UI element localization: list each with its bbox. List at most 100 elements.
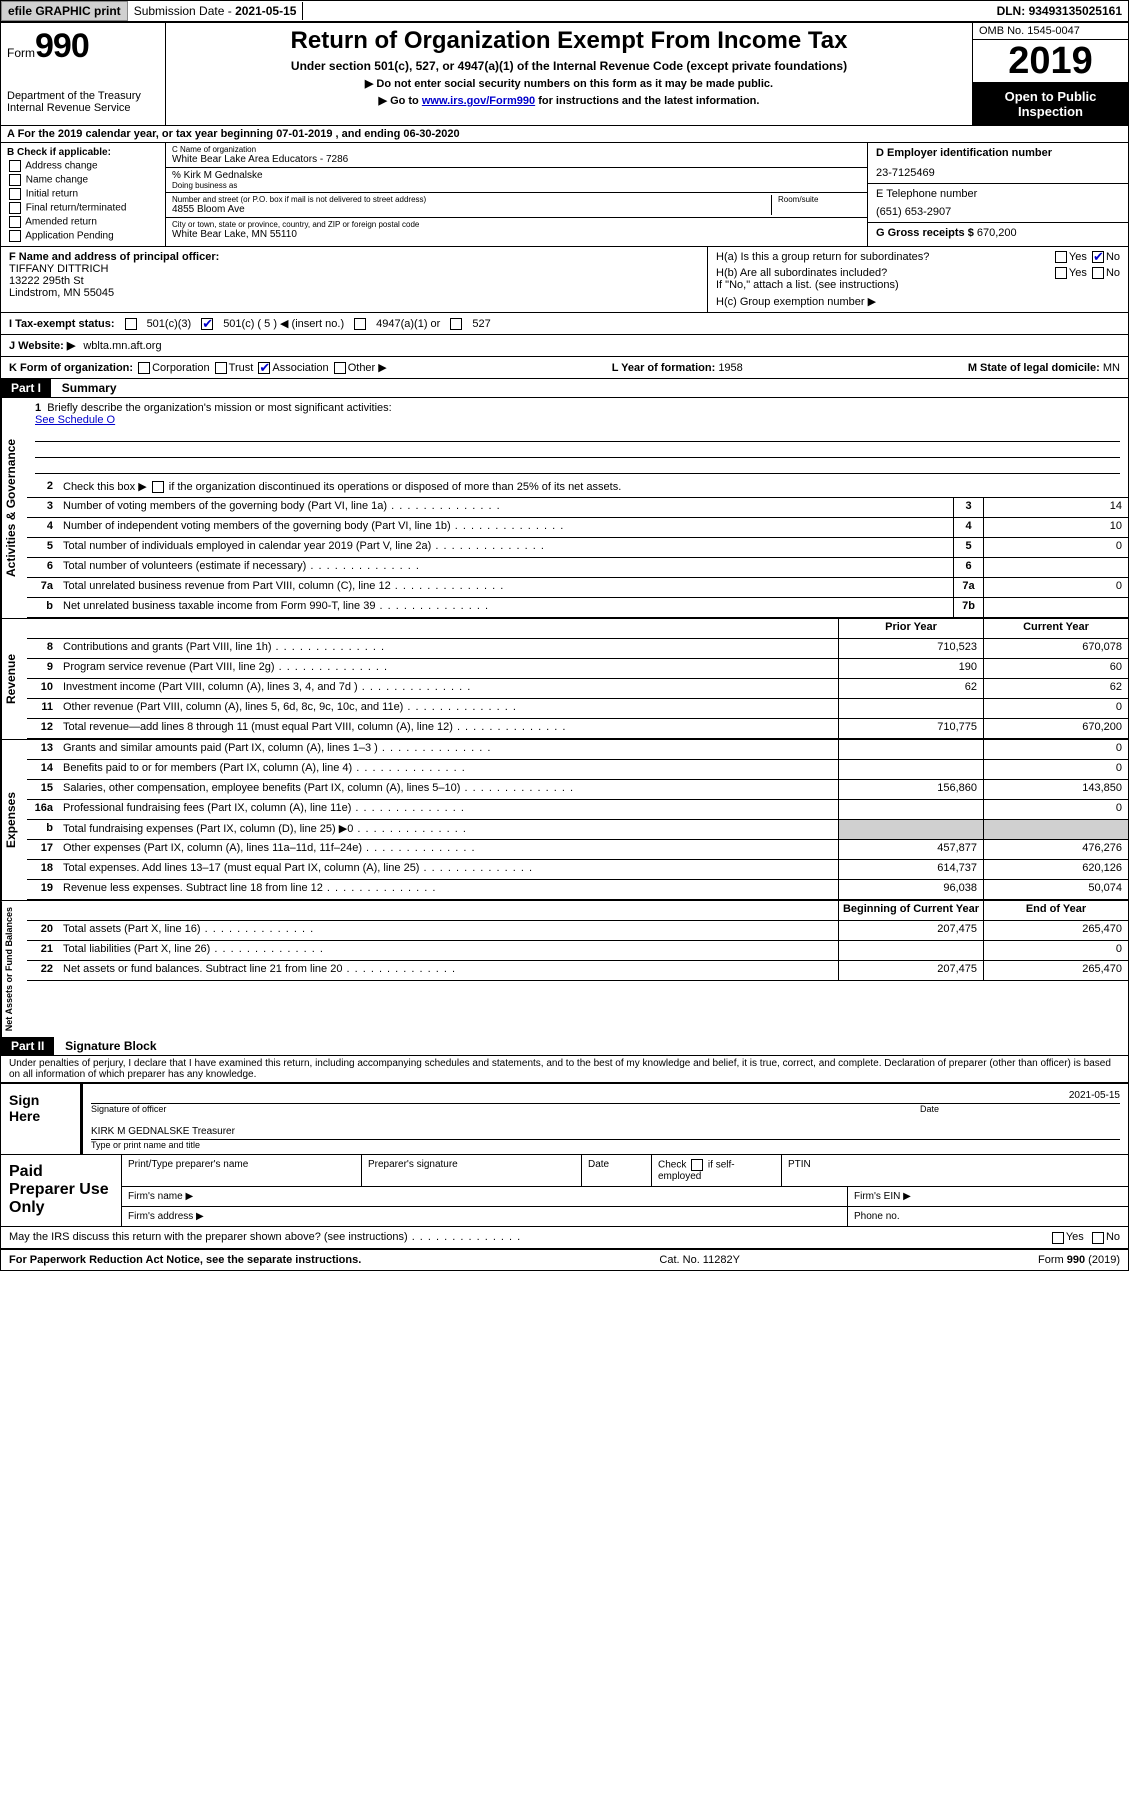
penalty-statement: Under penalties of perjury, I declare th… [1, 1056, 1128, 1082]
row-a-tax-year: A For the 2019 calendar year, or tax yea… [1, 126, 1128, 143]
501c3-checkbox[interactable] [125, 318, 137, 330]
omb-number: OMB No. 1545-0047 [973, 23, 1128, 40]
prep-selfemp-label: Check if self-employed [652, 1155, 782, 1186]
org-name-label: C Name of organization [172, 145, 861, 154]
ha-yes-checkbox[interactable] [1055, 251, 1067, 263]
line2-desc: Check this box ▶ if the organization dis… [57, 478, 1128, 497]
side-label-netassets: Net Assets or Fund Balances [1, 901, 27, 1037]
firm-name-label: Firm's name ▶ [122, 1187, 848, 1206]
dept-irs: Internal Revenue Service [7, 102, 159, 114]
state-domicile: MN [1103, 362, 1120, 374]
501c-checkbox[interactable] [201, 318, 213, 330]
part1-title: Summary [54, 379, 125, 397]
efile-print-button[interactable]: efile GRAPHIC print [1, 1, 128, 21]
org-name: White Bear Lake Area Educators - 7286 [172, 154, 861, 165]
col-b-checkboxes: B Check if applicable: Address change Na… [1, 143, 166, 246]
discuss-no-checkbox[interactable] [1092, 1232, 1104, 1244]
officer-name: TIFFANY DITTRICH [9, 263, 699, 275]
assoc-checkbox[interactable] [258, 362, 270, 374]
room-label: Room/suite [778, 195, 861, 204]
officer-label: F Name and address of principal officer: [9, 251, 699, 263]
prep-sig-label: Preparer's signature [362, 1155, 582, 1186]
open-inspection-badge: Open to Public Inspection [973, 83, 1128, 125]
part2-header: Part II [1, 1037, 54, 1055]
other-checkbox[interactable] [334, 362, 346, 374]
gross-receipts: 670,200 [977, 227, 1017, 239]
address-change-checkbox[interactable] [9, 160, 21, 172]
instructions-link-line: ▶ Go to www.irs.gov/Form990 for instruct… [174, 94, 964, 107]
care-of: % Kirk M Gednalske [172, 170, 861, 181]
website-value: wblta.mn.aft.org [83, 340, 161, 352]
form-footer: Form 990 (2019) [1038, 1254, 1120, 1266]
instructions-link[interactable]: www.irs.gov/Form990 [422, 95, 535, 107]
top-bar: efile GRAPHIC print Submission Date - 20… [0, 0, 1129, 22]
ein: 23-7125469 [876, 167, 1120, 179]
side-label-expenses: Expenses [1, 740, 27, 900]
firm-addr-label: Firm's address ▶ [122, 1207, 848, 1226]
year-formation: 1958 [718, 362, 742, 374]
city-label: City or town, state or province, country… [172, 220, 861, 229]
form-title: Return of Organization Exempt From Incom… [174, 27, 964, 55]
paperwork-notice: For Paperwork Reduction Act Notice, see … [9, 1254, 361, 1266]
hb-no-checkbox[interactable] [1092, 267, 1104, 279]
form-subtitle: Under section 501(c), 527, or 4947(a)(1)… [174, 59, 964, 73]
side-label-revenue: Revenue [1, 619, 27, 739]
begin-year-header: Beginning of Current Year [838, 901, 983, 920]
ptin-label: PTIN [782, 1155, 1128, 1186]
self-employed-checkbox[interactable] [691, 1159, 703, 1171]
ha-no-checkbox[interactable] [1092, 251, 1104, 263]
paid-preparer-label: Paid Preparer Use Only [1, 1155, 121, 1226]
initial-return-checkbox[interactable] [9, 188, 21, 200]
dept-treasury: Department of the Treasury [7, 90, 159, 102]
website-label: J Website: ▶ [9, 339, 75, 352]
mission-label: Briefly describe the organization's miss… [47, 402, 391, 414]
dln: DLN: 93493135025161 [991, 2, 1128, 20]
schedule-o-link[interactable]: See Schedule O [35, 414, 115, 426]
firm-ein-label: Firm's EIN ▶ [848, 1187, 1128, 1206]
phone-label: E Telephone number [876, 188, 1120, 200]
part1-header: Part I [1, 379, 51, 397]
part2-title: Signature Block [57, 1037, 164, 1055]
end-year-header: End of Year [983, 901, 1128, 920]
form-number: Form990 [7, 27, 159, 66]
address-label: Number and street (or P.O. box if mail i… [172, 195, 771, 204]
tax-status-label: I Tax-exempt status: [9, 318, 115, 330]
sig-officer-label: Signature of officer [91, 1104, 920, 1114]
hb-yes-checkbox[interactable] [1055, 267, 1067, 279]
submission-date: Submission Date - 2021-05-15 [128, 2, 304, 20]
final-return-checkbox[interactable] [9, 202, 21, 214]
officer-addr2: Lindstrom, MN 55045 [9, 287, 699, 299]
prep-date-label: Date [582, 1155, 652, 1186]
application-pending-checkbox[interactable] [9, 230, 21, 242]
form-990: Form990 Department of the Treasury Inter… [0, 22, 1129, 1271]
527-checkbox[interactable] [450, 318, 462, 330]
city-state-zip: White Bear Lake, MN 55110 [172, 229, 861, 240]
type-name-label: Type or print name and title [91, 1140, 1120, 1150]
side-label-governance: Activities & Governance [1, 398, 27, 618]
prior-year-header: Prior Year [838, 619, 983, 638]
sig-date-label: Date [920, 1104, 1120, 1114]
hc-label: H(c) Group exemption number ▶ [716, 295, 1120, 308]
discuss-yes-checkbox[interactable] [1052, 1232, 1064, 1244]
corp-checkbox[interactable] [138, 362, 150, 374]
trust-checkbox[interactable] [215, 362, 227, 374]
ssn-note: ▶ Do not enter social security numbers o… [174, 77, 964, 90]
hb-label: H(b) Are all subordinates included? [716, 267, 887, 279]
current-year-header: Current Year [983, 619, 1128, 638]
sign-date: 2021-05-15 [1069, 1090, 1120, 1101]
hb-note: If "No," attach a list. (see instruction… [716, 279, 1120, 291]
prep-name-label: Print/Type preparer's name [122, 1155, 362, 1186]
amended-return-checkbox[interactable] [9, 216, 21, 228]
ha-label: H(a) Is this a group return for subordin… [716, 251, 929, 263]
firm-phone-label: Phone no. [848, 1207, 1128, 1226]
discontinued-checkbox[interactable] [152, 481, 164, 493]
name-change-checkbox[interactable] [9, 174, 21, 186]
officer-sig-name: KIRK M GEDNALSKE Treasurer [91, 1126, 235, 1137]
ein-label: D Employer identification number [876, 147, 1120, 159]
gross-receipts-label: G Gross receipts $ [876, 227, 977, 239]
tax-year: 2019 [973, 40, 1128, 83]
phone: (651) 653-2907 [876, 206, 1120, 218]
discuss-question: May the IRS discuss this return with the… [9, 1231, 521, 1243]
4947-checkbox[interactable] [354, 318, 366, 330]
dba-label: Doing business as [172, 181, 861, 190]
